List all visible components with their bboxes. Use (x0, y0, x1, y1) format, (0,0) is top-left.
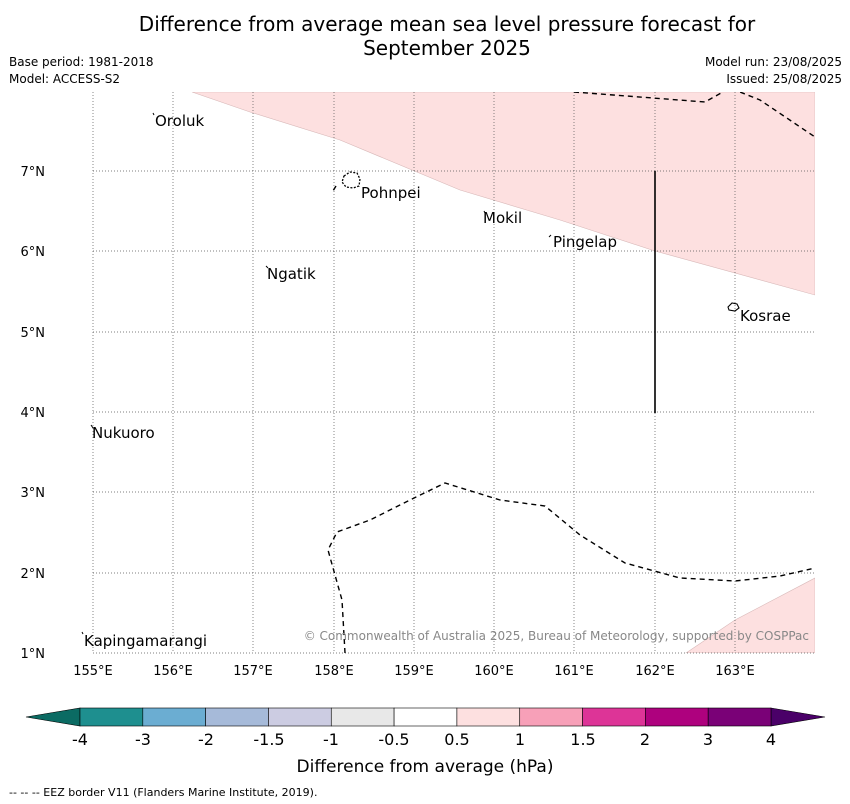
colorbar-tick-label: 2 (640, 730, 650, 749)
colorbar-segment (205, 707, 269, 727)
colorbar-tick-label: 4 (766, 730, 776, 749)
colorbar-tick-label: -1.5 (253, 730, 284, 749)
meta-right: Model run: 23/08/2025 Issued: 25/08/2025 (705, 54, 842, 88)
model-name: Model: ACCESS-S2 (9, 72, 121, 86)
colorbar-tick-label: -1 (323, 730, 339, 749)
island-markers (81, 112, 552, 635)
lat-label: 1°N (21, 647, 46, 662)
colorbar-segment (330, 707, 395, 727)
place-ngatik: Ngatik (267, 265, 316, 283)
lon-label: 160°E (474, 664, 514, 679)
colorbar-segment (79, 707, 144, 727)
lat-label: 4°N (21, 406, 46, 421)
colorbar-tick-label: 1 (515, 730, 525, 749)
gridlines (92, 92, 815, 654)
title-line-2: September 2025 (363, 36, 531, 60)
colorbar: -4 -3 -2 -1.5 -1 -0.5 0.5 1 1.5 2 3 4 Di… (25, 707, 826, 777)
kosrae-island-outline (727, 302, 740, 312)
place-pingelap: Pingelap (553, 233, 617, 251)
place-oroluk: Oroluk (155, 112, 204, 130)
colorbar-tick-label: 0.5 (444, 730, 469, 749)
colorbar-tick-label: -2 (198, 730, 214, 749)
colorbar-tick-label: -4 (72, 730, 88, 749)
lon-label: 156°E (153, 664, 193, 679)
colorbar-segment (393, 707, 458, 727)
positive-anomaly-region-southeast (685, 577, 815, 653)
colorbar-segment (456, 707, 521, 727)
place-nukuoro: Nukuoro (92, 424, 155, 442)
lon-label: 155°E (73, 664, 113, 679)
colorbar-segments (79, 707, 772, 727)
colorbar-tick-label: -0.5 (378, 730, 409, 749)
positive-anomaly-region-north (191, 92, 815, 296)
place-mokil: Mokil (483, 209, 522, 227)
anomaly-shading (191, 92, 815, 653)
eez-borders (327, 92, 815, 653)
colorbar-under-triangle (25, 707, 81, 727)
issued-date: Issued: 25/08/2025 (726, 72, 842, 86)
latitude-labels: 7°N 6°N 5°N 4°N 3°N 2°N 1°N (21, 165, 46, 662)
lon-label: 159°E (394, 664, 434, 679)
longitude-labels: 155°E 156°E 157°E 158°E 159°E 160°E 161°… (73, 664, 755, 679)
colorbar-title: Difference from average (hPa) (297, 757, 554, 777)
base-period: Base period: 1981-2018 (9, 55, 154, 69)
colorbar-segment (268, 707, 332, 727)
eez-footnote: -- -- -- EEZ border V11 (Flanders Marine… (9, 786, 318, 799)
colorbar-segment (519, 707, 583, 727)
colorbar-segment (582, 707, 646, 727)
colorbar-tick-label: -3 (135, 730, 151, 749)
eez-border-south (327, 482, 815, 653)
meta-left: Base period: 1981-2018 Model: ACCESS-S2 (9, 54, 154, 88)
colorbar-segment (142, 707, 206, 727)
title-line-1: Difference from average mean sea level p… (138, 12, 756, 36)
lon-label: 163°E (715, 664, 755, 679)
lat-label: 3°N (21, 486, 46, 501)
lon-label: 162°E (635, 664, 675, 679)
place-pohnpei: Pohnpei (361, 184, 421, 202)
lat-label: 7°N (21, 165, 46, 180)
lon-label: 158°E (314, 664, 354, 679)
place-kapingamarangi: Kapingamarangi (84, 632, 207, 650)
copyright-notice: © Commonwealth of Australia 2025, Bureau… (304, 629, 809, 643)
colorbar-labels: -4 -3 -2 -1.5 -1 -0.5 0.5 1 1.5 2 3 4 (72, 730, 776, 749)
lat-label: 6°N (21, 245, 46, 260)
lat-label: 5°N (21, 326, 46, 341)
colorbar-segment (707, 707, 772, 727)
place-kosrae: Kosrae (740, 307, 791, 325)
model-run: Model run: 23/08/2025 (704, 55, 842, 69)
colorbar-tick-label: 3 (703, 730, 713, 749)
colorbar-over-triangle (770, 707, 826, 727)
lon-label: 161°E (554, 664, 594, 679)
lon-label: 157°E (233, 664, 273, 679)
eez-border-fragment (332, 185, 337, 192)
colorbar-segment (645, 707, 709, 727)
pohnpei-island-outline (341, 171, 361, 189)
colorbar-tick-label: 1.5 (570, 730, 595, 749)
lat-label: 2°N (21, 567, 46, 582)
map-title: Difference from average mean sea level p… (0, 12, 850, 60)
